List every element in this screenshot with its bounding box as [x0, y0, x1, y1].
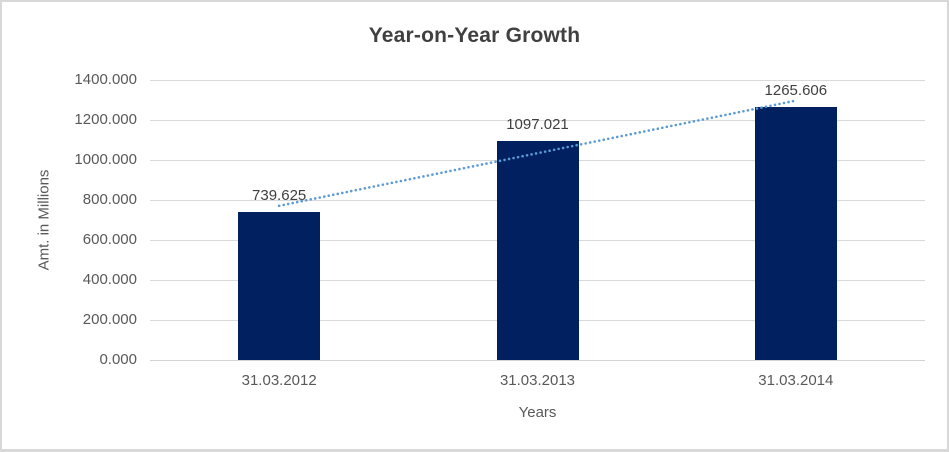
y-tick-label: 600.000	[82, 231, 137, 248]
x-axis-title: Years	[518, 404, 557, 421]
trendline-svg	[277, 99, 798, 208]
bar	[754, 106, 837, 360]
gridline	[150, 79, 925, 81]
y-tick-label: 800.000	[82, 191, 137, 208]
bar-data-label: 1097.021	[506, 115, 569, 133]
plot-area: 739.625 1097.021 1265.606	[150, 79, 925, 361]
y-tick-label: 1400.000	[74, 71, 137, 88]
bar-data-label: 1265.606	[764, 81, 828, 99]
chart-title: Year-on-Year Growth	[368, 24, 581, 47]
x-tick-label: 31.03.2012	[241, 372, 317, 389]
x-tick-label: 31.03.2013	[499, 372, 576, 389]
bar	[496, 140, 579, 360]
y-tick-label: 1200.000	[74, 111, 137, 128]
bar	[238, 212, 321, 360]
y-axis-title: Amt. in Millions	[35, 169, 53, 271]
gridline	[150, 119, 925, 121]
x-tick-label: 31.03.2014	[758, 372, 834, 389]
bar-data-label: 739.625	[252, 187, 307, 205]
x-axis-line	[150, 359, 925, 361]
y-tick-label: 1000.000	[74, 151, 137, 168]
y-tick-label: 200.000	[82, 311, 137, 328]
trendline	[277, 99, 798, 208]
y-tick-label: 0.000	[99, 351, 137, 368]
y-tick-label: 400.000	[82, 271, 137, 288]
